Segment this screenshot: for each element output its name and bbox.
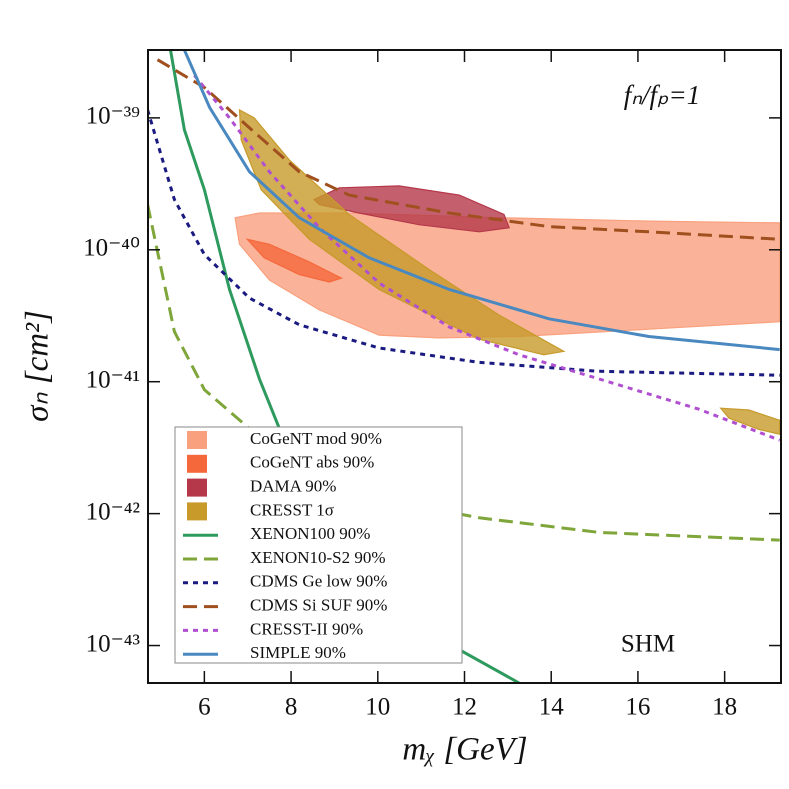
curve bbox=[183, 50, 780, 352]
curve bbox=[148, 109, 780, 377]
x-tick-label: 6 bbox=[198, 694, 211, 721]
curve bbox=[156, 58, 780, 241]
legend-swatch bbox=[187, 431, 207, 449]
x-tick-label: 12 bbox=[452, 694, 477, 721]
legend-label: CRESST 1σ bbox=[250, 500, 334, 519]
legend-label: XENON10-S2 90% bbox=[250, 548, 386, 567]
y-tick-label: 10⁻⁴² bbox=[86, 498, 140, 525]
plot-area bbox=[148, 50, 781, 683]
y-tick-label: 10⁻⁴³ bbox=[86, 630, 141, 657]
x-tick-label: 10 bbox=[365, 694, 390, 721]
curve bbox=[193, 74, 781, 442]
y-tick-label: 10⁻⁴⁰ bbox=[83, 235, 140, 262]
region bbox=[245, 238, 343, 283]
annotation: SHM bbox=[621, 631, 675, 658]
x-tick-label: 8 bbox=[285, 694, 298, 721]
x-tick-label: 18 bbox=[712, 694, 737, 721]
legend-swatch bbox=[187, 502, 207, 521]
legend-label: SIMPLE 90% bbox=[250, 643, 346, 662]
annotation: fₙ/fₚ=1 bbox=[624, 80, 701, 110]
frame bbox=[147, 49, 782, 684]
y-axis-label: σₙ [cm²] bbox=[20, 310, 56, 422]
region bbox=[238, 108, 781, 435]
x-tick-label: 16 bbox=[625, 694, 650, 721]
legend-label: CoGeNT mod 90% bbox=[250, 429, 382, 448]
legend: CoGeNT mod 90% CoGeNT abs 90% DAMA 90% CRES… bbox=[174, 426, 463, 664]
legend-box bbox=[174, 426, 463, 664]
legend-label: CRESST-II 90% bbox=[250, 619, 363, 638]
y-tick-label: 10⁻³⁹ bbox=[86, 103, 140, 130]
legend-swatch bbox=[187, 454, 207, 473]
legend-label: CDMS Ge low 90% bbox=[250, 572, 387, 591]
legend-label: XENON100 90% bbox=[250, 524, 370, 543]
legend-swatch bbox=[187, 478, 207, 497]
x-axis-label: mᵪ [GeV] bbox=[402, 732, 527, 768]
y-tick-label: 10⁻⁴¹ bbox=[86, 366, 140, 393]
region bbox=[313, 185, 511, 233]
legend-label: DAMA 90% bbox=[250, 477, 336, 496]
x-tick-label: 14 bbox=[539, 694, 565, 721]
legend-label: CoGeNT abs 90% bbox=[250, 453, 374, 472]
legend-label: CDMS Si SUF 90% bbox=[250, 596, 387, 615]
